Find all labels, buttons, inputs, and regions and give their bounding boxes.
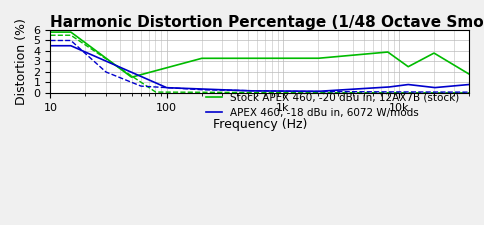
Stock APEX 460, -20 dBu in, 12AX7B (stock) xyxy=(365,52,371,55)
Stock APEX 460, -20 dBu in, 12AX7B (stock) xyxy=(302,57,308,60)
Line: APEX 460, -18 dBu in, 6072 W/mods: APEX 460, -18 dBu in, 6072 W/mods xyxy=(50,46,469,91)
Y-axis label: Distortion (%): Distortion (%) xyxy=(15,18,28,105)
Stock APEX 460, -20 dBu in, 12AX7B (stock) xyxy=(129,76,135,79)
Line: Stock APEX 460, -20 dBu in, 12AX7B (stock): Stock APEX 460, -20 dBu in, 12AX7B (stoc… xyxy=(50,32,469,77)
Stock APEX 460, -20 dBu in, 12AX7B (stock) xyxy=(408,64,414,66)
APEX 460, -18 dBu in, 6072 W/mods xyxy=(408,83,414,86)
APEX 460, -18 dBu in, 6072 W/mods xyxy=(365,87,371,90)
APEX 460, -18 dBu in, 6072 W/mods xyxy=(315,90,320,93)
Stock APEX 460, -20 dBu in, 12AX7B (stock) xyxy=(315,57,320,60)
APEX 460, -18 dBu in, 6072 W/mods xyxy=(290,90,296,92)
Stock APEX 460, -20 dBu in, 12AX7B (stock) xyxy=(466,73,472,75)
Stock APEX 460, -20 dBu in, 12AX7B (stock) xyxy=(291,57,297,60)
APEX 460, -18 dBu in, 6072 W/mods xyxy=(302,90,307,93)
X-axis label: Frequency (Hz): Frequency (Hz) xyxy=(212,118,307,131)
Legend: Stock APEX 460, -20 dBu in, 12AX7B (stock), APEX 460, -18 dBu in, 6072 W/mods: Stock APEX 460, -20 dBu in, 12AX7B (stoc… xyxy=(202,89,464,122)
APEX 460, -18 dBu in, 6072 W/mods xyxy=(73,47,79,49)
APEX 460, -18 dBu in, 6072 W/mods xyxy=(47,44,53,47)
Stock APEX 460, -20 dBu in, 12AX7B (stock) xyxy=(47,31,53,34)
Stock APEX 460, -20 dBu in, 12AX7B (stock) xyxy=(73,35,79,37)
APEX 460, -18 dBu in, 6072 W/mods xyxy=(314,90,320,93)
Text: Harmonic Distortion Percentage (1/48 Octave Smoothing): Harmonic Distortion Percentage (1/48 Oct… xyxy=(50,15,484,30)
APEX 460, -18 dBu in, 6072 W/mods xyxy=(466,83,472,86)
